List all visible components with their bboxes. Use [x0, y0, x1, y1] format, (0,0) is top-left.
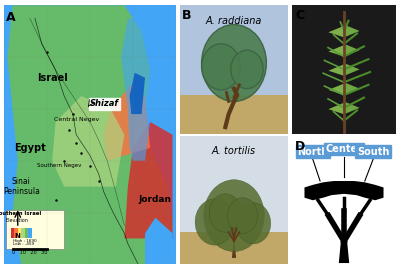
Polygon shape: [124, 122, 172, 238]
Polygon shape: [232, 239, 236, 258]
Bar: [180, 95, 288, 134]
Polygon shape: [344, 25, 360, 37]
Text: D: D: [295, 140, 305, 153]
Polygon shape: [4, 5, 176, 264]
Text: Elevation: Elevation: [6, 218, 28, 223]
Polygon shape: [344, 101, 360, 114]
Polygon shape: [328, 84, 344, 95]
Bar: [11, 228, 14, 238]
Circle shape: [202, 25, 266, 101]
Polygon shape: [104, 83, 150, 161]
Text: C: C: [295, 9, 304, 22]
Text: Shizaf: Shizaf: [90, 99, 119, 108]
Polygon shape: [339, 241, 349, 263]
Polygon shape: [344, 44, 360, 57]
Polygon shape: [52, 96, 124, 187]
Polygon shape: [344, 63, 360, 76]
Text: N: N: [15, 233, 21, 239]
Text: North: North: [297, 147, 328, 156]
Text: Sinai
Peninsula: Sinai Peninsula: [3, 177, 40, 196]
Bar: [180, 136, 288, 232]
Text: Southern Negev: Southern Negev: [37, 163, 81, 168]
Bar: [180, 5, 288, 95]
Polygon shape: [344, 82, 360, 95]
Text: A. tortilis: A. tortilis: [212, 146, 256, 156]
Polygon shape: [8, 5, 172, 264]
Text: 0   10   20   30: 0 10 20 30: [12, 250, 48, 255]
Circle shape: [202, 44, 240, 90]
Text: Southern Israel: Southern Israel: [0, 211, 41, 216]
Text: Egypt: Egypt: [14, 143, 46, 153]
Polygon shape: [130, 73, 145, 114]
FancyBboxPatch shape: [6, 210, 64, 249]
Text: Central Negev: Central Negev: [54, 117, 99, 122]
Polygon shape: [328, 26, 344, 37]
Circle shape: [204, 180, 264, 252]
Polygon shape: [328, 64, 344, 76]
Bar: [21, 228, 25, 238]
Polygon shape: [121, 18, 155, 161]
Text: South: South: [357, 147, 389, 156]
Circle shape: [231, 50, 263, 89]
Text: A. raddiana: A. raddiana: [206, 15, 262, 26]
Polygon shape: [304, 181, 384, 200]
Polygon shape: [145, 218, 172, 264]
Text: High : 1690: High : 1690: [13, 239, 36, 243]
Circle shape: [236, 203, 271, 244]
Bar: [180, 232, 288, 264]
Bar: [14, 228, 18, 238]
Text: B: B: [182, 9, 192, 22]
Polygon shape: [328, 45, 344, 57]
Circle shape: [209, 194, 242, 232]
Text: A: A: [6, 10, 15, 23]
Circle shape: [228, 198, 258, 234]
Bar: [18, 228, 21, 238]
Text: Low : -459: Low : -459: [13, 242, 34, 246]
Text: Israel: Israel: [37, 73, 68, 83]
Text: Center: Center: [326, 144, 362, 154]
Bar: [25, 228, 28, 238]
Bar: [28, 228, 32, 238]
Circle shape: [195, 199, 234, 245]
Polygon shape: [328, 103, 344, 114]
Text: Jordan: Jordan: [139, 195, 172, 204]
